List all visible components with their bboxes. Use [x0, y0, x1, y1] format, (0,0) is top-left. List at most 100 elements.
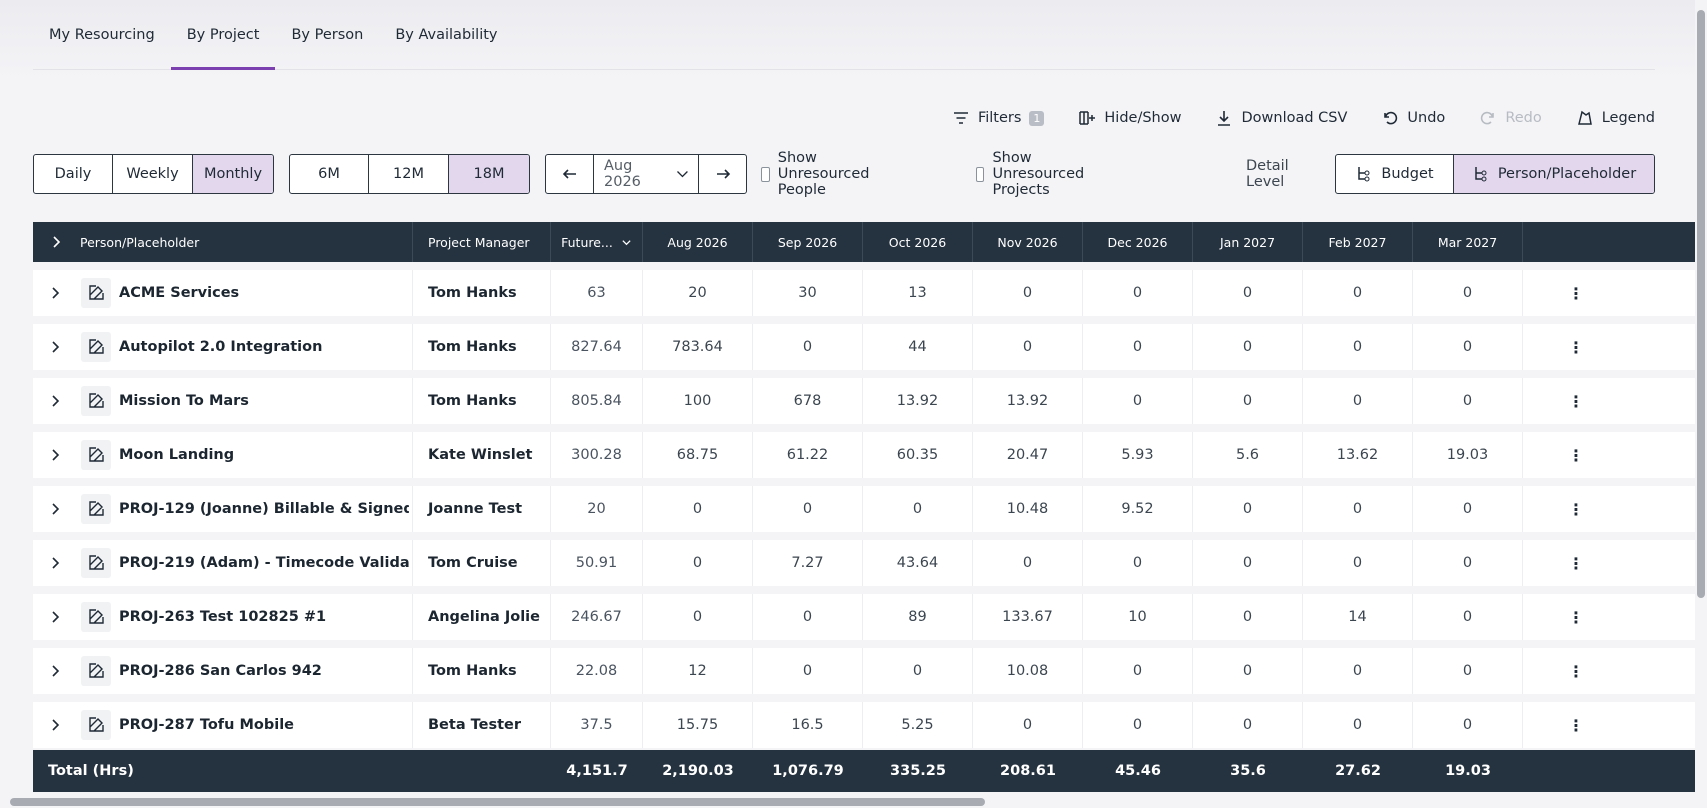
month-hours-cell[interactable]: 0	[973, 702, 1083, 748]
month-hours-cell[interactable]: 0	[1413, 378, 1523, 424]
edit-project-button[interactable]	[81, 548, 111, 578]
more-options-icon[interactable]: ⋮	[1568, 445, 1584, 465]
hide-show-button[interactable]: Hide/Show	[1061, 104, 1198, 132]
column-header-pm[interactable]: Project Manager	[413, 222, 551, 262]
next-button[interactable]	[699, 155, 746, 193]
column-header-month[interactable]: Mar 2027	[1413, 222, 1523, 262]
tab-by-project[interactable]: By Project	[170, 0, 276, 70]
project-name[interactable]: ACME Services	[119, 285, 240, 301]
edit-project-button[interactable]	[81, 386, 111, 416]
chevron-right-icon[interactable]	[49, 718, 63, 732]
chevron-right-icon[interactable]	[49, 556, 63, 570]
month-select[interactable]: Aug 2026	[594, 155, 699, 193]
show-unresourced-projects-checkbox[interactable]: Show Unresourced Projects	[976, 150, 1091, 198]
month-hours-cell[interactable]: 0	[753, 324, 863, 370]
tab-by-person[interactable]: By Person	[291, 27, 364, 43]
horizontal-scrollbar[interactable]	[0, 796, 1695, 808]
vertical-scrollbar[interactable]	[1695, 0, 1707, 808]
redo-button[interactable]: Redo	[1462, 104, 1558, 132]
month-hours-cell[interactable]: 0	[643, 540, 753, 586]
range-18m-button[interactable]: 18M	[449, 155, 529, 193]
month-hours-cell[interactable]: 16.5	[753, 702, 863, 748]
month-hours-cell[interactable]: 0	[1413, 324, 1523, 370]
chevron-right-icon[interactable]	[49, 286, 63, 300]
undo-button[interactable]: Undo	[1364, 104, 1462, 132]
horizontal-scroll-thumb[interactable]	[10, 798, 985, 806]
chevron-right-icon[interactable]	[50, 235, 64, 249]
month-hours-cell[interactable]: 0	[973, 324, 1083, 370]
month-hours-cell[interactable]: 678	[753, 378, 863, 424]
month-hours-cell[interactable]: 7.27	[753, 540, 863, 586]
column-header-month[interactable]: Oct 2026	[863, 222, 973, 262]
month-hours-cell[interactable]: 0	[1083, 702, 1193, 748]
month-hours-cell[interactable]: 13.92	[973, 378, 1083, 424]
month-hours-cell[interactable]: 0	[863, 648, 973, 694]
month-hours-cell[interactable]: 20	[643, 270, 753, 316]
month-hours-cell[interactable]: 13	[863, 270, 973, 316]
project-name[interactable]: PROJ-286 San Carlos 942	[119, 663, 322, 679]
column-header-month[interactable]: Sep 2026	[753, 222, 863, 262]
month-hours-cell[interactable]: 5.6	[1193, 432, 1303, 478]
range-12m-button[interactable]: 12M	[369, 155, 449, 193]
tab-my-resourcing[interactable]: My Resourcing	[49, 27, 155, 43]
month-hours-cell[interactable]: 0	[1303, 270, 1413, 316]
month-hours-cell[interactable]: 5.93	[1083, 432, 1193, 478]
column-header-month[interactable]: Dec 2026	[1083, 222, 1193, 262]
month-hours-cell[interactable]: 0	[1193, 324, 1303, 370]
table-row[interactable]: PROJ-263 Test 102825 #1 Angelina Jolie 246…	[33, 594, 1695, 640]
month-hours-cell[interactable]: 60.35	[863, 432, 973, 478]
table-row[interactable]: Moon Landing Kate Winslet 300.28 68.75 61.22…	[33, 432, 1695, 478]
table-row[interactable]: PROJ-286 San Carlos 942 Tom Hanks 22.08 12 0…	[33, 648, 1695, 694]
column-header-month[interactable]: Nov 2026	[973, 222, 1083, 262]
column-header-future[interactable]: Future...	[551, 222, 643, 262]
month-hours-cell[interactable]: 0	[1303, 486, 1413, 532]
month-hours-cell[interactable]: 0	[1193, 702, 1303, 748]
column-header-person[interactable]: Person/Placeholder	[33, 222, 413, 262]
previous-button[interactable]	[546, 155, 594, 193]
month-hours-cell[interactable]: 20.47	[973, 432, 1083, 478]
month-hours-cell[interactable]: 0	[1193, 540, 1303, 586]
budget-button[interactable]: Budget	[1336, 155, 1454, 193]
download-csv-button[interactable]: Download CSV	[1198, 104, 1364, 132]
month-hours-cell[interactable]: 0	[753, 648, 863, 694]
chevron-right-icon[interactable]	[49, 394, 63, 408]
month-hours-cell[interactable]: 0	[1413, 702, 1523, 748]
edit-project-button[interactable]	[81, 710, 111, 740]
more-options-icon[interactable]: ⋮	[1568, 391, 1584, 411]
more-options-icon[interactable]: ⋮	[1568, 661, 1584, 681]
month-hours-cell[interactable]: 0	[1303, 702, 1413, 748]
month-hours-cell[interactable]: 0	[643, 486, 753, 532]
table-row[interactable]: PROJ-129 (Joanne) Billable & Signed Joann…	[33, 486, 1695, 532]
month-hours-cell[interactable]: 19.03	[1413, 432, 1523, 478]
month-hours-cell[interactable]: 89	[863, 594, 973, 640]
chevron-right-icon[interactable]	[49, 610, 63, 624]
project-name[interactable]: PROJ-129 (Joanne) Billable & Signed	[119, 501, 409, 517]
column-header-month[interactable]: Feb 2027	[1303, 222, 1413, 262]
edit-project-button[interactable]	[81, 656, 111, 686]
edit-project-button[interactable]	[81, 494, 111, 524]
show-unresourced-people-checkbox[interactable]: Show Unresourced People	[761, 150, 876, 198]
month-hours-cell[interactable]: 0	[1193, 594, 1303, 640]
table-row[interactable]: Mission To Mars Tom Hanks 805.84 100 678 13.9…	[33, 378, 1695, 424]
month-hours-cell[interactable]: 13.62	[1303, 432, 1413, 478]
month-hours-cell[interactable]: 133.67	[973, 594, 1083, 640]
range-6m-button[interactable]: 6M	[290, 155, 369, 193]
vertical-scroll-thumb[interactable]	[1697, 10, 1705, 598]
more-options-icon[interactable]: ⋮	[1568, 499, 1584, 519]
month-hours-cell[interactable]: 10	[1083, 594, 1193, 640]
month-hours-cell[interactable]: 0	[973, 270, 1083, 316]
month-hours-cell[interactable]: 0	[1413, 594, 1523, 640]
month-hours-cell[interactable]: 0	[643, 594, 753, 640]
more-options-icon[interactable]: ⋮	[1568, 607, 1584, 627]
month-hours-cell[interactable]: 0	[1303, 540, 1413, 586]
project-name[interactable]: Autopilot 2.0 Integration	[119, 339, 323, 355]
month-hours-cell[interactable]: 0	[1413, 648, 1523, 694]
month-hours-cell[interactable]: 0	[973, 540, 1083, 586]
month-hours-cell[interactable]: 0	[1193, 486, 1303, 532]
more-options-icon[interactable]: ⋮	[1568, 337, 1584, 357]
chevron-right-icon[interactable]	[49, 448, 63, 462]
month-hours-cell[interactable]: 0	[1193, 270, 1303, 316]
more-options-icon[interactable]: ⋮	[1568, 553, 1584, 573]
month-hours-cell[interactable]: 43.64	[863, 540, 973, 586]
table-row[interactable]: PROJ-219 (Adam) - Timecode Validatio...T…	[33, 540, 1695, 586]
